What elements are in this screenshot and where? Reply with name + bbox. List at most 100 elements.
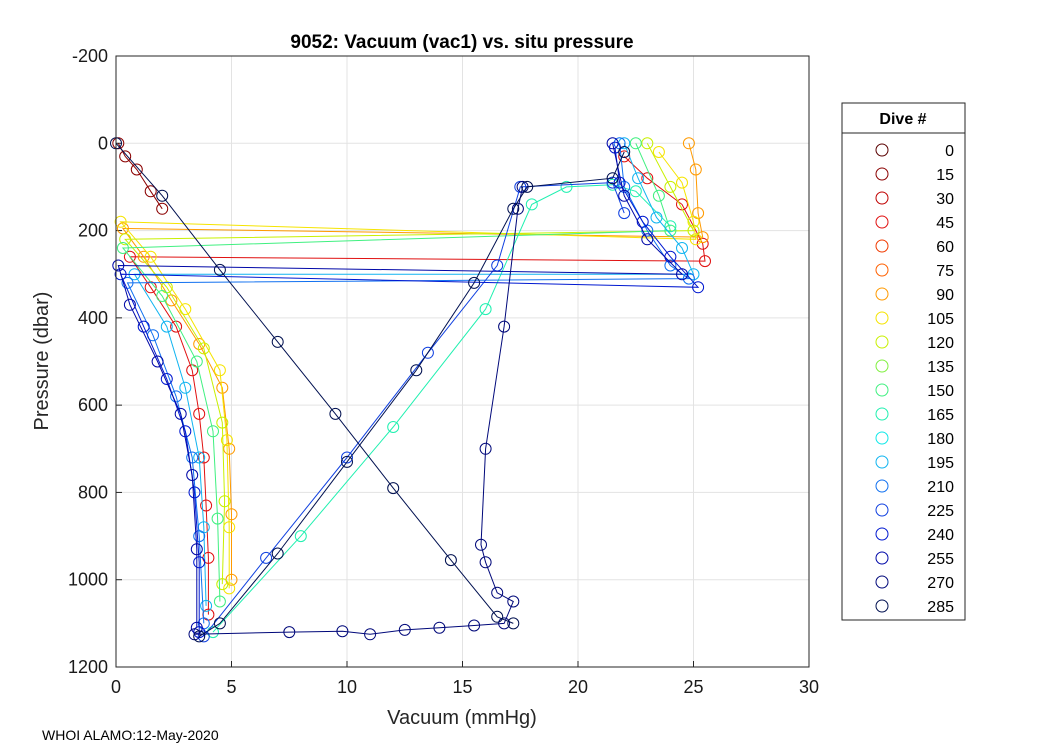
data-point	[650, 211, 663, 224]
data-point	[632, 172, 645, 185]
data-point	[225, 508, 238, 521]
data-point	[207, 425, 219, 438]
legend-marker	[875, 143, 889, 157]
data-point	[525, 198, 538, 211]
legend-marker	[875, 527, 889, 541]
legend-label: 150	[927, 383, 954, 400]
legend-label: 255	[927, 551, 954, 568]
legend-marker	[875, 431, 889, 445]
legend-label: 105	[927, 311, 954, 328]
data-point	[121, 276, 134, 289]
data-point	[170, 390, 183, 403]
legend-marker	[875, 263, 889, 277]
legend-label: 60	[936, 239, 954, 256]
legend-marker	[875, 167, 889, 181]
y-tick-label: 200	[78, 221, 108, 241]
data-point	[294, 530, 307, 543]
data-point	[193, 630, 206, 643]
legend-marker	[875, 335, 889, 349]
legend-marker	[875, 479, 889, 493]
data-point	[676, 176, 688, 189]
data-point	[606, 137, 619, 150]
data-point	[521, 180, 534, 193]
legend-label: 15	[936, 167, 954, 184]
legend-label: 0	[945, 143, 954, 160]
series-line	[121, 143, 672, 602]
y-tick-label: 1200	[68, 657, 108, 677]
data-point	[271, 335, 284, 348]
data-point	[123, 298, 136, 311]
data-point	[190, 621, 203, 634]
data-point	[151, 355, 164, 368]
series-line	[119, 147, 700, 633]
series-line	[198, 151, 625, 637]
data-point	[193, 407, 206, 420]
data-point	[283, 626, 296, 639]
data-point	[341, 455, 353, 468]
legend-marker	[875, 311, 889, 325]
legend-marker	[875, 215, 889, 229]
data-point	[468, 276, 481, 289]
series-line	[203, 182, 625, 637]
data-point	[114, 268, 127, 281]
legend-entry: 0	[875, 143, 954, 160]
data-point	[468, 619, 481, 632]
data-point	[364, 628, 377, 641]
data-point	[156, 202, 169, 215]
data-point	[336, 625, 349, 638]
data-point	[174, 407, 187, 420]
data-point	[116, 242, 129, 254]
data-point	[193, 556, 206, 569]
data-point	[696, 231, 709, 244]
x-tick-label: 10	[337, 677, 357, 697]
x-axis-label: Vacuum (mmHg)	[387, 707, 537, 729]
legend-entry: 270	[875, 575, 954, 592]
data-point	[618, 180, 631, 193]
data-point	[156, 189, 169, 202]
plot-frame	[115, 55, 810, 668]
data-point	[511, 202, 524, 215]
data-point	[641, 233, 654, 246]
data-point	[507, 595, 520, 608]
legend-label: 75	[936, 263, 954, 280]
legend-label: 30	[936, 191, 954, 208]
data-point	[186, 469, 199, 481]
legend-marker	[875, 503, 889, 517]
data-point	[682, 272, 695, 285]
data-point	[475, 538, 487, 551]
y-tick-label: -200	[72, 46, 108, 66]
series-10	[114, 141, 705, 639]
data-point	[112, 259, 125, 272]
legend-marker	[875, 599, 889, 613]
data-point	[197, 451, 210, 464]
series-line	[194, 186, 524, 635]
data-point	[220, 434, 233, 447]
data-point	[692, 281, 705, 294]
x-tick-label: 30	[799, 677, 819, 697]
data-point	[119, 150, 132, 163]
data-point	[444, 554, 457, 567]
series-11	[112, 137, 688, 634]
data-point	[119, 233, 132, 246]
series-line	[212, 184, 671, 633]
legend-label: 120	[927, 335, 954, 352]
legend-title: Dive #	[879, 111, 926, 128]
legend-marker	[875, 575, 889, 589]
legend-entry: 225	[875, 503, 954, 520]
data-point	[341, 451, 353, 464]
data-point	[687, 215, 700, 228]
series-line	[119, 151, 697, 589]
data-point	[618, 146, 631, 158]
data-point	[507, 617, 520, 630]
data-point	[491, 610, 504, 623]
data-point	[664, 180, 677, 193]
legend-label: 210	[927, 479, 954, 496]
y-tick-label: 1000	[68, 570, 108, 590]
x-tick-labels: 0 5 10 15 20 25 30	[111, 677, 819, 697]
data-point	[200, 599, 213, 612]
legend-box	[841, 102, 966, 621]
data-point	[479, 303, 492, 316]
footer-credit: WHOI ALAMO:12-May-2020	[42, 727, 219, 743]
legend-marker	[875, 359, 889, 373]
data-point	[114, 215, 127, 228]
